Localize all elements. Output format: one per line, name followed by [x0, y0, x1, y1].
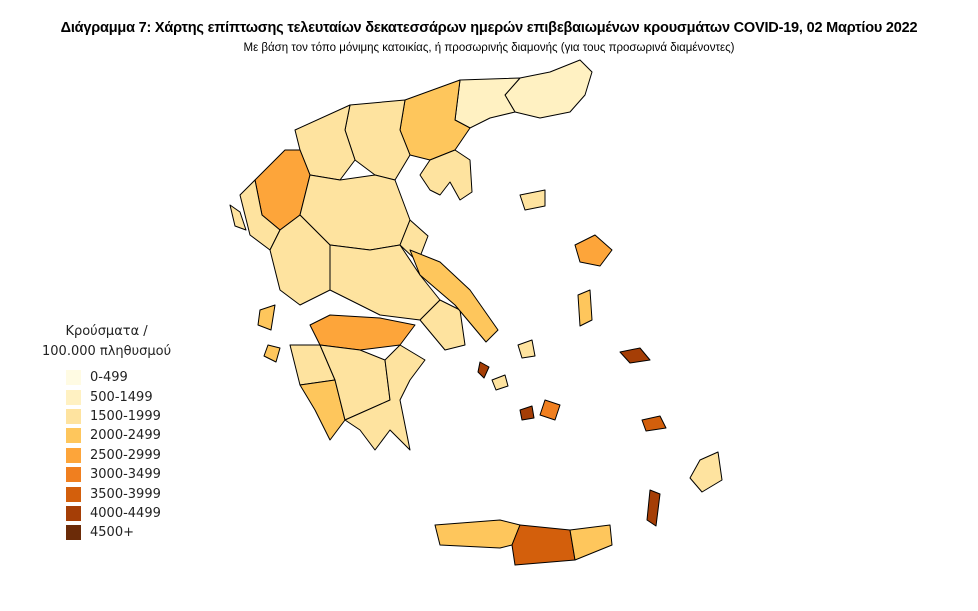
legend-swatch [66, 370, 81, 386]
legend-item: 500-1499 [66, 387, 171, 406]
legend-item: 1500-1999 [66, 407, 171, 426]
region-samos [619, 347, 651, 364]
legend-label: 2000-2499 [90, 428, 161, 444]
region-crete-east [569, 524, 613, 561]
legend-swatch [66, 389, 81, 405]
region-zakynthos [263, 344, 281, 363]
legend-swatch [66, 428, 81, 444]
legend-swatch [66, 467, 81, 483]
region-amorgos [477, 361, 490, 379]
region-lemnos [519, 189, 546, 211]
map-title: Διάγραμμα 7: Χάρτης επίπτωσης τελευταίων… [60, 20, 918, 36]
region-rhodes [689, 451, 723, 493]
legend: Κρούσματα / 100.000 πληθυσμού 0-499 500-1… [42, 322, 171, 543]
legend-label: 1500-1999 [90, 408, 161, 424]
region-attica [419, 299, 466, 351]
legend-label: 500-1499 [90, 389, 153, 405]
legend-item: 4500+ [66, 523, 171, 542]
region-east-macedonia [454, 77, 521, 129]
legend-label: 3000-3499 [90, 467, 161, 483]
legend-label: 3500-3999 [90, 486, 161, 502]
region-chios [577, 289, 593, 327]
region-thrace [504, 59, 593, 119]
region-chalkidiki [419, 149, 473, 201]
legend-swatch [66, 486, 81, 502]
map-subtitle: Με βάση τον τόπο μόνιμης κατοικίας, ή πρ… [243, 42, 735, 54]
legend-item: 3000-3499 [66, 465, 171, 484]
region-paros [519, 405, 535, 421]
legend-label: 2500-2999 [90, 447, 161, 463]
legend-label: 4500+ [90, 525, 134, 541]
region-lesvos [574, 234, 613, 267]
region-heraklion [511, 524, 576, 566]
region-lakonia-argolida [344, 344, 426, 451]
region-naxos [539, 399, 561, 421]
region-kefalonia [257, 304, 276, 331]
legend-label: 0-499 [90, 370, 128, 386]
legend-title-line2: 100.000 πληθυσμού [42, 344, 172, 359]
region-kos [641, 415, 667, 432]
legend-item: 2000-2499 [66, 426, 171, 445]
region-andros [491, 374, 509, 391]
legend-swatch [66, 408, 81, 424]
legend-title-line1: Κρούσματα / [65, 324, 148, 339]
legend-item: 3500-3999 [66, 484, 171, 503]
legend-swatch [66, 525, 81, 541]
legend-swatch [66, 447, 81, 463]
region-central-macedonia-west [344, 99, 411, 181]
region-crete-west [434, 519, 521, 549]
legend-label: 4000-4499 [90, 505, 161, 521]
region-achaia-korinthia [309, 314, 416, 351]
region-skyros [517, 339, 536, 359]
legend-item: 4000-4499 [66, 504, 171, 523]
region-messinia [299, 379, 346, 441]
region-corfu [229, 204, 247, 231]
legend-item: 2500-2999 [66, 446, 171, 465]
region-karpathos [646, 489, 661, 527]
legend-swatch [66, 505, 81, 521]
legend-title: Κρούσματα / 100.000 πληθυσμού [42, 322, 171, 362]
legend-item: 0-499 [66, 368, 171, 387]
region-evia [409, 249, 499, 343]
